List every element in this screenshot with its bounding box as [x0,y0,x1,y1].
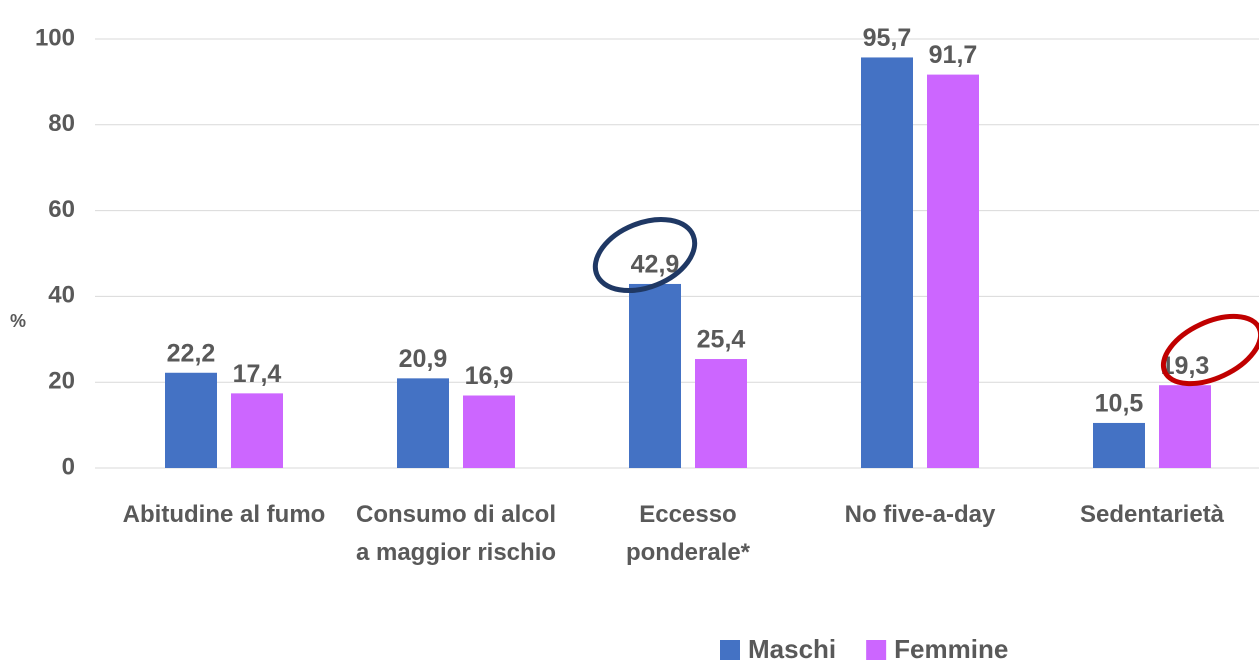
y-tick-label: 20 [48,368,75,395]
legend-swatch [720,640,740,660]
bar [927,74,979,469]
bar [1159,385,1211,468]
y-tick-label: 100 [35,24,75,51]
bar [861,57,913,469]
value-label: 95,7 [863,24,912,52]
value-label: 22,2 [167,339,216,367]
bar [231,393,283,468]
highlight-ellipse [1160,313,1259,387]
x-tick-label: Eccesso ponderale* [625,501,751,566]
value-label: 16,9 [465,362,514,390]
value-label: 91,7 [929,41,978,69]
x-tick-label: Sedentarietà [1079,501,1225,528]
y-axis-label: % [10,311,26,331]
highlight-ellipse [592,217,698,293]
legend-label: Femmine [894,634,1008,664]
bar [1093,422,1145,468]
value-label: 17,4 [233,360,282,388]
y-tick-label: 40 [48,282,75,309]
value-label: 20,9 [399,345,448,373]
value-label: 10,5 [1095,390,1144,418]
y-tick-label: 60 [48,196,75,223]
x-tick-label: Abitudine al fumo [122,501,326,528]
legend-swatch [866,640,887,660]
y-tick-label: 80 [48,110,75,137]
bar [463,395,515,468]
bar [629,283,681,468]
x-tick-label: Consumo di alcol a maggior rischio [355,501,557,566]
x-tick-label: No five-a-day [844,501,996,528]
value-label: 42,9 [631,251,680,279]
legend-label: Maschi [748,634,836,664]
bar [165,372,217,468]
bar [397,378,449,468]
value-label: 25,4 [697,326,746,354]
bar [695,359,747,468]
y-tick-label: 0 [62,453,75,480]
